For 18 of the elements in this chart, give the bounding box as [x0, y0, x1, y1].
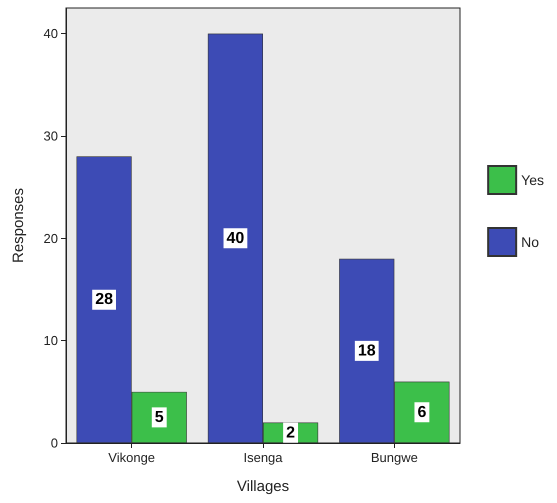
y-tick-label: 0: [50, 436, 58, 450]
x-axis-title: Villages: [236, 478, 290, 495]
y-tick-label: 40: [44, 26, 58, 42]
data-label: 6: [417, 404, 426, 421]
data-label: 18: [358, 342, 376, 360]
data-label: 5: [154, 408, 164, 426]
data-label: 40: [226, 230, 244, 247]
x-tick-label: Isenga: [243, 450, 284, 465]
legend-label: Yes: [521, 172, 544, 188]
x-tick-label: Vikonge: [108, 450, 156, 465]
data-label: 28: [95, 291, 114, 308]
y-tick-label: 10: [44, 333, 58, 348]
x-tick-label: Bungwe: [370, 450, 418, 465]
y-tick-label: 20: [44, 230, 58, 246]
data-label: 2: [286, 424, 296, 442]
y-axis-title: Responses: [10, 188, 27, 264]
y-tick-label: 30: [44, 128, 58, 144]
legend-label: No: [521, 234, 540, 250]
